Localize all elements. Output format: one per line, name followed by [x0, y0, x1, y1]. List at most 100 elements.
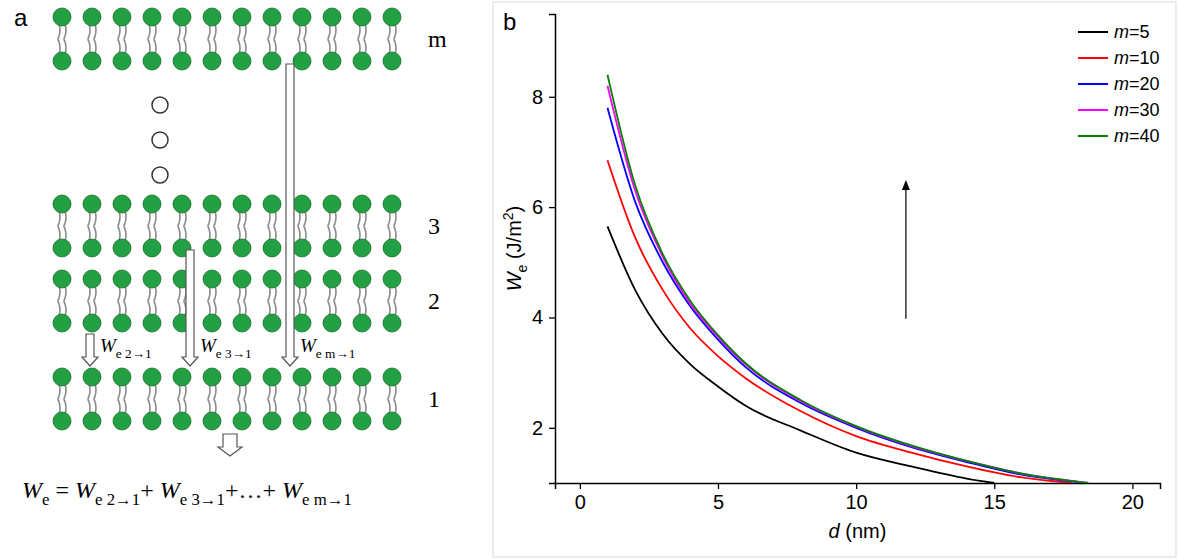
lipid-head	[353, 239, 371, 257]
x-tick: 0	[575, 483, 586, 513]
lipid-head	[293, 195, 311, 213]
series-line	[607, 108, 1085, 483]
text-part: (J/m	[503, 220, 525, 264]
lipid-tail	[118, 384, 120, 398]
ellipsis-dot	[152, 132, 168, 148]
lipid-head	[353, 270, 371, 288]
lipid-head	[323, 239, 341, 257]
lipid-head	[293, 368, 311, 386]
lipid-tail	[178, 400, 180, 414]
lipid-tail	[304, 384, 306, 398]
y-tick-label: 4	[532, 306, 543, 328]
text-part: e	[514, 264, 530, 272]
lipid-tail	[94, 286, 96, 300]
lipid-tail	[238, 302, 240, 316]
layer-label: 3	[428, 213, 440, 239]
lipid-tail	[328, 211, 330, 225]
lipid-head	[203, 412, 221, 430]
lipid-tail	[238, 286, 240, 300]
legend-label-part: =20	[1129, 74, 1160, 94]
panel-frame	[493, 2, 1176, 557]
lipid-tail	[58, 400, 60, 414]
lipid-tail	[298, 40, 300, 54]
lipid-head	[173, 368, 191, 386]
lipid-tail	[154, 24, 156, 38]
series-line	[607, 75, 1088, 483]
lipid-tail	[208, 211, 210, 225]
x-tick-mark	[580, 483, 581, 489]
lipid-tail	[334, 384, 336, 398]
legend-label: m=20	[1114, 74, 1160, 94]
lipid-tail	[124, 384, 126, 398]
lipid-tail	[238, 400, 240, 414]
lipid-tail	[148, 227, 150, 241]
lipid-tail	[214, 40, 216, 54]
lipid-head	[53, 270, 71, 288]
lipid-tail	[328, 40, 330, 54]
lipid-head	[263, 412, 281, 430]
y-axis-title: We (J/m2)	[500, 206, 530, 292]
lipid-tail	[118, 227, 120, 241]
x-tick: 5	[713, 483, 724, 513]
lipid-head	[53, 314, 71, 332]
lipid-head	[83, 52, 101, 70]
lipid-tail	[238, 40, 240, 54]
lipid-tail	[154, 286, 156, 300]
lipid-tail	[58, 286, 60, 300]
y-tick-label: 2	[532, 417, 543, 439]
lipid-tail	[364, 40, 366, 54]
membrane	[53, 195, 401, 257]
lipid-head	[353, 8, 371, 26]
lipid-head	[143, 368, 161, 386]
lipid-head	[293, 314, 311, 332]
lipid-tail	[214, 24, 216, 38]
lipid-head	[113, 8, 131, 26]
x-tick-label: 15	[984, 491, 1006, 513]
lipid-tail	[304, 400, 306, 414]
arrow-label: We m→1	[300, 335, 355, 361]
lipid-tail	[238, 211, 240, 225]
lipid-tail	[214, 211, 216, 225]
series-line	[607, 226, 994, 483]
lipid-tail	[388, 286, 390, 300]
lipid-tail	[184, 211, 186, 225]
lipid-tail	[274, 400, 276, 414]
lipid-head	[323, 314, 341, 332]
panel-letter: b	[503, 8, 516, 35]
lipid-tail	[118, 40, 120, 54]
text-part: W	[503, 270, 525, 291]
lipid-tail	[334, 286, 336, 300]
lipid-head	[143, 8, 161, 26]
legend-swatch	[1078, 31, 1108, 33]
lipid-head	[383, 412, 401, 430]
lipid-head	[383, 368, 401, 386]
lipid-tail	[124, 400, 126, 414]
lipid-head	[173, 8, 191, 26]
text-part: W	[75, 477, 97, 503]
lipid-tail	[58, 24, 60, 38]
x-axis-title: d (nm)	[829, 520, 887, 542]
x-tick: 15	[984, 483, 1006, 513]
lipid-head	[173, 52, 191, 70]
layer-label: 2	[428, 288, 440, 314]
lipid-head	[353, 314, 371, 332]
lipid-head	[203, 314, 221, 332]
text-part: =	[49, 477, 75, 503]
lipid-head	[53, 412, 71, 430]
panel-letter: a	[14, 4, 28, 31]
lipid-head	[383, 8, 401, 26]
lipid-tail	[298, 286, 300, 300]
lipid-head	[173, 195, 191, 213]
lipid-tail	[64, 24, 66, 38]
equation: We = We 2→1+ We 3→1+…+ We m→1	[22, 477, 352, 509]
lipid-tail	[64, 384, 66, 398]
y-tick: 6	[532, 196, 555, 218]
lipid-tail	[148, 211, 150, 225]
lipid-tail	[274, 24, 276, 38]
lipid-head	[173, 412, 191, 430]
lipid-tail	[124, 227, 126, 241]
y-tick-mark	[549, 317, 555, 318]
lipid-head	[263, 52, 281, 70]
lipid-tail	[238, 384, 240, 398]
lipid-tail	[88, 302, 90, 316]
